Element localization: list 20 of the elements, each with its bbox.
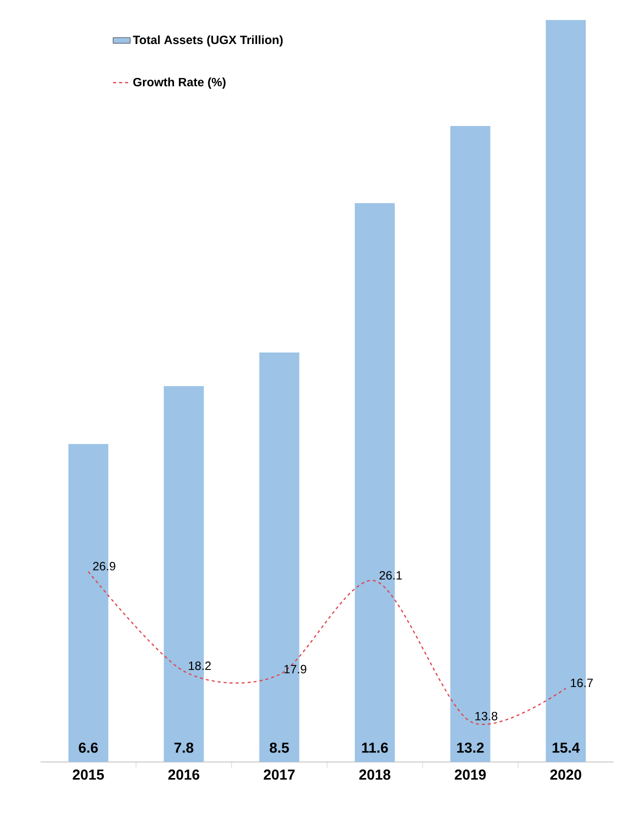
x-tick-label: 2015 xyxy=(73,770,104,780)
data-label: 8.5 xyxy=(270,742,290,753)
data-label: 6.6 xyxy=(79,742,98,753)
data-label: 17.9 xyxy=(284,664,307,674)
x-tick-label: 2017 xyxy=(264,770,295,780)
x-tick-label: 2018 xyxy=(360,770,391,780)
data-label: 18.2 xyxy=(189,661,211,670)
data-label: 13.2 xyxy=(457,742,484,753)
data-label: 13.8 xyxy=(476,712,498,720)
data-label: 16.7 xyxy=(571,678,593,688)
legend-label: Growth Rate (%) xyxy=(133,78,226,89)
data-label: 26.9 xyxy=(93,562,116,570)
data-label: 15.4 xyxy=(552,742,580,753)
x-tick-label: 2019 xyxy=(455,770,486,780)
legend-label: Total Assets (UGX Trillion) xyxy=(133,35,283,47)
data-label: 26.1 xyxy=(380,571,402,580)
data-label: 7.8 xyxy=(174,742,194,753)
x-tick-label: 2016 xyxy=(168,770,200,780)
data-label: 11.6 xyxy=(362,742,388,753)
x-tick-label: 2020 xyxy=(550,770,582,780)
